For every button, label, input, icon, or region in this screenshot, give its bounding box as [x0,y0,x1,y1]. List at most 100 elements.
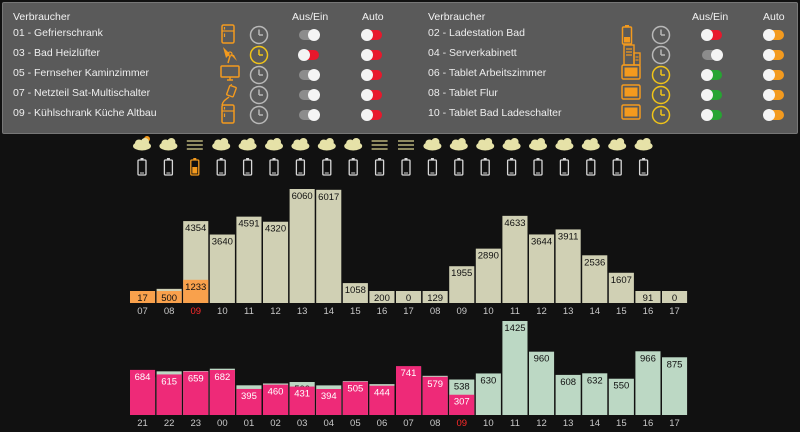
bar [662,357,688,415]
hour-tick-label: 09 [456,418,467,429]
toggle-knob [308,69,320,81]
bar-overlay [396,366,422,415]
clock-icon[interactable] [249,85,269,110]
bar [662,291,688,303]
bar-overlay [316,389,342,415]
bar-value-label: 4633 [504,218,525,229]
hour-tick-label: 14 [589,306,600,317]
clock-icon[interactable] [651,105,671,130]
onoff-toggle[interactable] [299,109,320,121]
bar-overlay [422,376,448,415]
bar-value-label: 2890 [478,251,499,262]
bar-overlay-label: 741 [401,368,417,379]
bar-value-label: 630 [480,375,496,386]
cloud-icon [634,138,653,151]
onoff-toggle[interactable] [701,89,722,101]
toggle-knob [308,29,320,41]
onoff-toggle[interactable] [299,29,320,41]
toggle-knob [361,89,373,101]
bar-overlay [183,279,209,303]
bar [449,266,475,303]
fridge-icon [220,24,236,49]
auto-header: Auto [763,11,785,23]
onoff-toggle[interactable] [701,109,722,121]
clock-icon[interactable] [249,105,269,130]
onoff-toggle[interactable] [701,29,722,41]
toggle-knob [298,49,310,61]
bar-value-label: 632 [587,375,603,386]
bar-overlay [209,370,235,415]
toggle-knob [701,109,713,121]
tv-icon [220,64,240,87]
auto-toggle[interactable] [763,49,784,61]
consumer-name: 04 - Serverkabinett [428,47,517,59]
bar-overlay-label: 505 [347,384,363,395]
cloud-icon [529,138,547,151]
forecast-chart-area: 1707752500084354123309364010459111432012… [130,136,688,429]
hour-tick-label: 16 [643,418,654,429]
bar-value-label: 200 [374,293,390,304]
hour-tick-label: 11 [510,418,520,429]
auto-toggle[interactable] [763,89,784,101]
hour-tick-label: 08 [164,306,175,317]
hour-tick-label: 16 [643,306,654,317]
bar-value-label: 0 [672,293,677,304]
clock-icon[interactable] [651,85,671,110]
cloud-icon [608,138,627,151]
tablet-icon [621,64,641,85]
auto-toggle[interactable] [763,109,784,121]
consumer-row: 09 - Kühlschrank Küche Altbau [3,104,399,125]
clock-icon[interactable] [651,65,671,90]
clock-icon[interactable] [249,25,269,50]
battery-charging-icon [190,158,200,176]
consumer-name: 09 - Kühlschrank Küche Altbau [13,107,157,119]
auto-toggle[interactable] [361,49,382,61]
onoff-toggle[interactable] [702,49,723,61]
cloud-icon [159,138,178,151]
battery-icon [242,158,253,176]
bar-overlay [263,384,289,415]
auto-header: Auto [362,11,384,23]
hour-tick-label: 00 [217,418,228,429]
auto-toggle[interactable] [763,29,784,41]
clock-icon[interactable] [249,45,269,70]
battery-icon [374,158,385,176]
auto-toggle[interactable] [361,109,382,121]
bar-overlay-label: 659 [188,374,204,385]
bar-value-label: 608 [560,377,576,388]
bar-value-label: 960 [534,354,550,365]
tablet-icon [621,104,641,125]
toggle-knob [763,49,775,61]
consumer-row: 08 - Tablet Flur [418,84,800,105]
battery-icon [480,158,490,176]
bar-value-label: 6060 [292,191,313,202]
onoff-toggle[interactable] [298,49,319,61]
onoff-toggle[interactable] [299,69,320,81]
bar [316,189,342,303]
toggle-knob [361,69,373,81]
onoff-toggle[interactable] [701,69,722,81]
cloud-icon [265,138,283,151]
auto-toggle[interactable] [361,89,382,101]
hour-tick-label: 09 [456,306,467,317]
bar [635,351,661,415]
consumer-row: 05 - Fernseher Kaminzimmer [3,65,399,85]
bar-overlay [449,394,475,415]
cloud-icon [581,138,600,151]
consumer-row: 02 - Ladestation Bad [418,25,800,45]
auto-toggle[interactable] [361,69,382,81]
consumer-name: 06 - Tablet Arbeitszimmer [428,67,547,79]
clock-icon[interactable] [651,25,671,50]
auto-toggle[interactable] [763,69,784,81]
onoff-toggle[interactable] [299,89,320,101]
bar [289,189,315,303]
hour-tick-label: 14 [589,418,600,429]
clock-icon[interactable] [249,65,269,90]
cloud-icon [238,138,257,151]
bar [209,234,235,303]
auto-toggle[interactable] [361,29,382,41]
hour-tick-label: 11 [244,306,254,317]
cloud-icon [423,138,442,151]
consumer-name: 08 - Tablet Flur [428,87,498,99]
clock-icon[interactable] [651,45,671,70]
